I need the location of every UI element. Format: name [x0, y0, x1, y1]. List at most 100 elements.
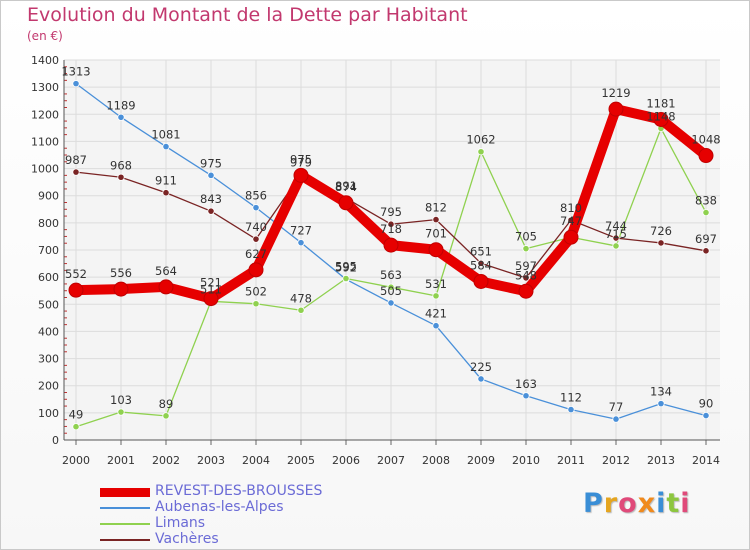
data-point-aubenas-les-alpes	[702, 411, 710, 420]
chart-subtitle: (en €)	[27, 29, 63, 43]
data-label-limans: 103	[110, 393, 132, 407]
logo-letter: i	[656, 488, 667, 519]
chart-legend: REVEST-DES-BROUSSES Aubenas-les-Alpes Lima…	[100, 483, 360, 548]
data-point-vache-res	[612, 234, 620, 242]
x-tick-label: 2007	[377, 454, 405, 467]
legend-swatch	[100, 507, 150, 509]
y-tick-label: 1400	[31, 54, 59, 67]
data-label-aubenas-les-alpes: 505	[380, 284, 402, 298]
legend-label: Limans	[155, 515, 206, 531]
data-point-revest-des-brousses	[203, 291, 219, 307]
data-point-revest-des-brousses	[698, 148, 714, 164]
data-point-revest-des-brousses	[158, 279, 174, 295]
data-point-limans	[522, 245, 530, 253]
legend-swatch	[100, 487, 150, 497]
legend-swatch	[100, 539, 150, 541]
logo-letter: r	[603, 488, 619, 519]
x-tick-label: 2006	[332, 454, 360, 467]
data-label-vache-res: 651	[470, 244, 492, 258]
data-label-aubenas-les-alpes: 225	[470, 360, 492, 374]
data-point-revest-des-brousses	[113, 281, 129, 297]
data-point-revest-des-brousses	[563, 229, 579, 245]
data-point-limans	[432, 292, 440, 300]
logo-letter: t	[666, 488, 681, 519]
y-tick-label: 1000	[31, 163, 59, 176]
data-point-aubenas-les-alpes	[297, 239, 305, 247]
legend-item-limans: Limans	[100, 515, 360, 532]
data-label-aubenas-les-alpes: 163	[515, 377, 537, 391]
data-label-vache-res: 697	[695, 232, 717, 246]
y-tick-label: 300	[38, 353, 59, 366]
data-point-aubenas-les-alpes	[252, 204, 260, 212]
x-tick-label: 2012	[602, 454, 630, 467]
data-point-vache-res	[477, 259, 485, 267]
data-point-limans	[387, 283, 395, 291]
data-point-revest-des-brousses	[428, 242, 444, 258]
y-tick-label: 100	[38, 407, 59, 420]
data-point-limans	[702, 208, 710, 217]
data-label-limans: 89	[159, 397, 174, 411]
y-tick-label: 0	[52, 434, 59, 447]
data-label-vache-res: 911	[155, 174, 177, 188]
y-tick-label: 500	[38, 298, 59, 311]
data-label-vache-res: 987	[65, 153, 87, 167]
data-label-revest-des-brousses: 747	[560, 214, 582, 228]
data-label-revest-des-brousses: 975	[290, 152, 312, 166]
data-label-aubenas-les-alpes: 592	[335, 260, 357, 274]
y-tick-label: 1100	[31, 135, 59, 148]
data-label-limans: 531	[425, 277, 447, 291]
data-label-aubenas-les-alpes: 1081	[151, 128, 180, 142]
data-label-limans: 595	[335, 260, 357, 274]
data-label-aubenas-les-alpes: 90	[699, 397, 714, 411]
data-label-vache-res: 795	[380, 205, 402, 219]
y-tick-label: 600	[38, 271, 59, 284]
data-point-limans	[477, 148, 485, 156]
data-label-aubenas-les-alpes: 975	[200, 156, 222, 170]
data-point-revest-des-brousses	[383, 237, 399, 253]
data-label-aubenas-les-alpes: 421	[425, 307, 447, 321]
data-label-limans: 502	[245, 285, 267, 299]
logo-letter: o	[618, 488, 638, 519]
x-tick-label: 2011	[557, 454, 585, 467]
x-tick-label: 2013	[647, 454, 675, 467]
data-point-aubenas-les-alpes	[72, 80, 80, 88]
data-label-revest-des-brousses: 1181	[646, 96, 675, 110]
data-point-aubenas-les-alpes	[207, 171, 215, 179]
legend-swatch	[100, 523, 150, 525]
data-point-vache-res	[432, 216, 440, 224]
data-label-aubenas-les-alpes: 112	[560, 391, 582, 405]
data-label-revest-des-brousses: 874	[335, 180, 357, 194]
data-label-vache-res: 812	[425, 201, 447, 215]
data-point-vache-res	[207, 207, 215, 215]
data-label-revest-des-brousses: 564	[155, 264, 177, 278]
data-label-vache-res: 726	[650, 224, 672, 238]
data-point-aubenas-les-alpes	[117, 113, 125, 121]
data-label-limans: 478	[290, 291, 312, 305]
data-label-vache-res: 979	[290, 155, 312, 169]
proxiti-logo: Proxiti	[583, 488, 691, 519]
data-label-vache-res: 597	[515, 259, 537, 273]
data-point-aubenas-les-alpes	[522, 392, 530, 400]
x-tick-label: 2010	[512, 454, 540, 467]
data-label-limans: 49	[69, 408, 84, 422]
data-label-vache-res: 891	[335, 179, 357, 193]
logo-letter: x	[637, 488, 657, 519]
data-label-limans: 1062	[466, 133, 495, 147]
data-point-limans	[297, 306, 305, 314]
data-point-aubenas-les-alpes	[432, 322, 440, 330]
data-point-vache-res	[162, 189, 170, 197]
data-label-vache-res: 740	[245, 220, 267, 234]
data-point-aubenas-les-alpes	[612, 415, 620, 423]
data-label-aubenas-les-alpes: 856	[245, 189, 267, 203]
data-label-aubenas-les-alpes: 727	[290, 224, 312, 238]
data-label-revest-des-brousses: 701	[425, 227, 447, 241]
data-point-limans	[612, 242, 620, 250]
data-label-revest-des-brousses: 552	[65, 267, 87, 281]
data-label-aubenas-les-alpes: 77	[609, 400, 624, 414]
data-point-limans	[72, 423, 80, 431]
y-tick-label: 1200	[31, 108, 59, 121]
data-point-aubenas-les-alpes	[162, 142, 170, 151]
data-point-revest-des-brousses	[473, 273, 489, 289]
x-tick-label: 2014	[692, 454, 720, 467]
data-label-aubenas-les-alpes: 1189	[106, 98, 135, 112]
